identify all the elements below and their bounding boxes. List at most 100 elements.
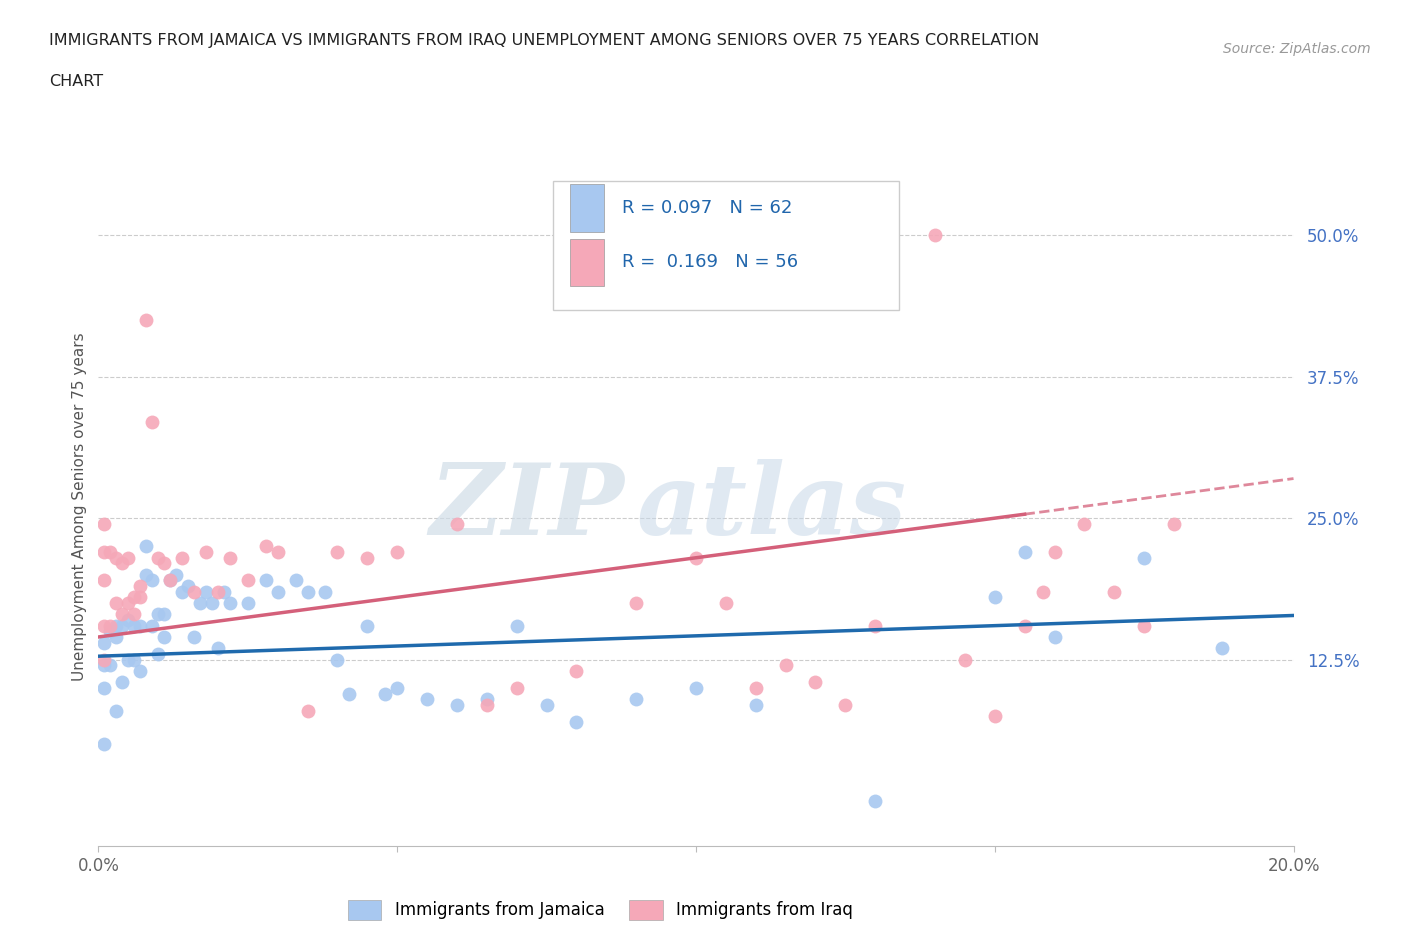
Y-axis label: Unemployment Among Seniors over 75 years: Unemployment Among Seniors over 75 years — [72, 333, 87, 681]
Point — [446, 698, 468, 712]
Point — [183, 630, 205, 644]
Point — [98, 618, 122, 633]
Point — [141, 415, 163, 430]
Point — [236, 595, 259, 610]
Point — [983, 590, 1005, 604]
Point — [117, 613, 139, 628]
Point — [98, 624, 122, 639]
Point — [124, 618, 146, 633]
Point — [111, 607, 134, 622]
Point — [129, 618, 152, 633]
Bar — [571, 184, 605, 232]
Point — [1163, 516, 1185, 531]
Text: CHART: CHART — [49, 74, 103, 89]
Point — [315, 584, 337, 599]
Point — [339, 686, 360, 701]
Point — [1133, 551, 1156, 565]
Text: R =  0.169   N = 56: R = 0.169 N = 56 — [621, 254, 799, 272]
Point — [297, 584, 319, 599]
Point — [1073, 516, 1095, 531]
Point — [416, 692, 439, 707]
Point — [188, 595, 211, 610]
Point — [745, 698, 768, 712]
Point — [105, 703, 128, 718]
Point — [865, 618, 887, 633]
Point — [1014, 618, 1036, 633]
Point — [105, 618, 128, 633]
Point — [183, 584, 205, 599]
Point — [165, 567, 187, 582]
Point — [207, 584, 229, 599]
Bar — [571, 239, 605, 286]
Point — [117, 652, 139, 667]
Point — [93, 652, 115, 667]
Point — [1133, 618, 1156, 633]
Point — [194, 545, 218, 560]
Point — [924, 228, 946, 243]
Point — [159, 573, 181, 588]
Point — [111, 618, 134, 633]
Point — [105, 630, 128, 644]
Point — [865, 793, 887, 808]
Point — [124, 652, 146, 667]
Point — [1104, 584, 1126, 599]
Point — [446, 516, 468, 531]
Point — [475, 692, 498, 707]
Text: ZIP: ZIP — [429, 458, 624, 555]
Point — [129, 590, 152, 604]
Point — [207, 641, 229, 656]
Point — [93, 573, 115, 588]
Point — [117, 595, 139, 610]
Point — [135, 539, 157, 554]
Point — [374, 686, 396, 701]
Point — [254, 539, 277, 554]
Point — [219, 551, 242, 565]
Point — [172, 584, 194, 599]
Point — [135, 567, 157, 582]
Point — [141, 573, 163, 588]
Point — [983, 709, 1005, 724]
Point — [148, 646, 170, 661]
Point — [356, 551, 378, 565]
Point — [93, 635, 115, 650]
Point — [1032, 584, 1054, 599]
Point — [297, 703, 319, 718]
Point — [153, 607, 176, 622]
Point — [565, 663, 588, 678]
Point — [212, 584, 235, 599]
FancyBboxPatch shape — [553, 181, 900, 310]
Point — [177, 578, 200, 593]
Point — [475, 698, 498, 712]
Point — [93, 658, 115, 672]
Point — [775, 658, 797, 672]
Point — [219, 595, 242, 610]
Point — [153, 630, 176, 644]
Point — [141, 618, 163, 633]
Point — [93, 618, 115, 633]
Point — [93, 681, 115, 696]
Point — [326, 545, 349, 560]
Point — [1043, 630, 1066, 644]
Point — [124, 590, 146, 604]
Point — [93, 516, 115, 531]
Point — [745, 681, 768, 696]
Text: Source: ZipAtlas.com: Source: ZipAtlas.com — [1223, 42, 1371, 56]
Point — [267, 545, 290, 560]
Point — [506, 681, 529, 696]
Point — [506, 618, 529, 633]
Point — [129, 578, 152, 593]
Point — [111, 675, 134, 690]
Point — [953, 652, 976, 667]
Point — [685, 681, 707, 696]
Point — [93, 545, 115, 560]
Point — [105, 595, 128, 610]
Point — [385, 545, 409, 560]
Point — [129, 663, 152, 678]
Point — [714, 595, 737, 610]
Point — [536, 698, 558, 712]
Point — [124, 607, 146, 622]
Point — [624, 595, 647, 610]
Point — [135, 312, 157, 327]
Point — [356, 618, 378, 633]
Point — [326, 652, 349, 667]
